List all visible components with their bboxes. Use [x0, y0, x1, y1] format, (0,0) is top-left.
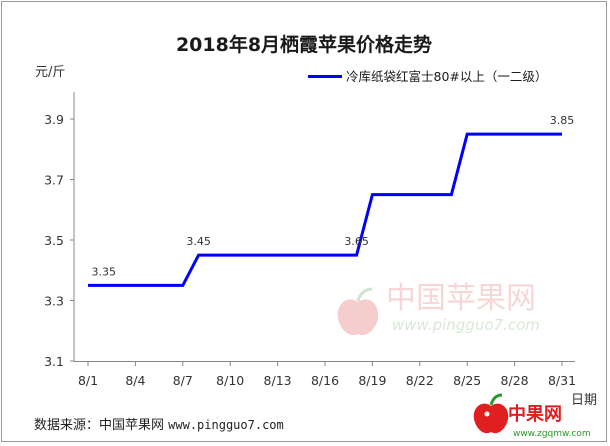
data-source: 数据来源：中国苹果网 www.pingguo7.com — [34, 414, 284, 433]
watermark: 中国苹果网 www.pingguo7.com — [337, 281, 540, 336]
y-tick-label: 3.1 — [44, 354, 64, 369]
x-tick-label: 8/31 — [548, 373, 576, 388]
y-axis-unit: 元/斤 — [35, 65, 66, 80]
legend: 冷库纸袋红富士80#以上（一二级） — [308, 69, 547, 84]
x-ticks: 8/1 8/4 8/7 8/10 8/13 8/16 8/19 8/22 8/25 8/28 8/3… — [78, 362, 576, 388]
watermark-name: 中国苹果网 — [386, 281, 536, 316]
y-tick-label: 3.7 — [44, 173, 64, 188]
data-labels: 3.35 3.45 3.65 3.85 — [92, 114, 575, 278]
y-tick-label: 3.9 — [44, 112, 64, 127]
data-label: 3.65 — [344, 235, 369, 248]
series-line — [88, 132, 562, 287]
x-tick-label: 8/16 — [311, 373, 339, 388]
chart-title: 2018年8月栖霞苹果价格走势 — [175, 34, 433, 56]
x-tick-label: 8/19 — [358, 373, 386, 388]
x-tick-label: 8/25 — [453, 373, 481, 388]
x-tick-label: 8/7 — [173, 373, 193, 388]
data-label: 3.45 — [186, 235, 211, 248]
y-tick-label: 3.5 — [44, 233, 64, 248]
logo: 中果网 www.zgqmw.com — [473, 393, 591, 439]
data-source-label: 数据来源：中国苹果网 — [34, 418, 165, 433]
watermark-apple-icon — [337, 287, 379, 336]
x-tick-label: 8/4 — [125, 373, 145, 388]
x-axis-unit: 日期 — [571, 393, 598, 408]
y-ticks: 3.1 3.3 3.5 3.7 3.9 — [44, 112, 74, 369]
x-tick-label: 8/28 — [501, 373, 529, 388]
data-label: 3.85 — [550, 114, 575, 127]
watermark-url: www.pingguo7.com — [392, 316, 540, 334]
y-tick-label: 3.3 — [44, 294, 64, 309]
x-tick-label: 8/22 — [406, 373, 434, 388]
data-source-url: www.pingguo7.com — [168, 418, 284, 432]
data-label: 3.35 — [92, 265, 117, 278]
x-tick-label: 8/10 — [216, 373, 244, 388]
logo-apple-icon — [473, 393, 509, 434]
legend-label: 冷库纸袋红富士80#以上（一二级） — [346, 69, 547, 84]
x-tick-label: 8/1 — [78, 373, 98, 388]
x-tick-label: 8/13 — [264, 373, 292, 388]
logo-name: 中果网 — [508, 403, 562, 425]
logo-url: www.zgqmw.com — [513, 429, 591, 439]
